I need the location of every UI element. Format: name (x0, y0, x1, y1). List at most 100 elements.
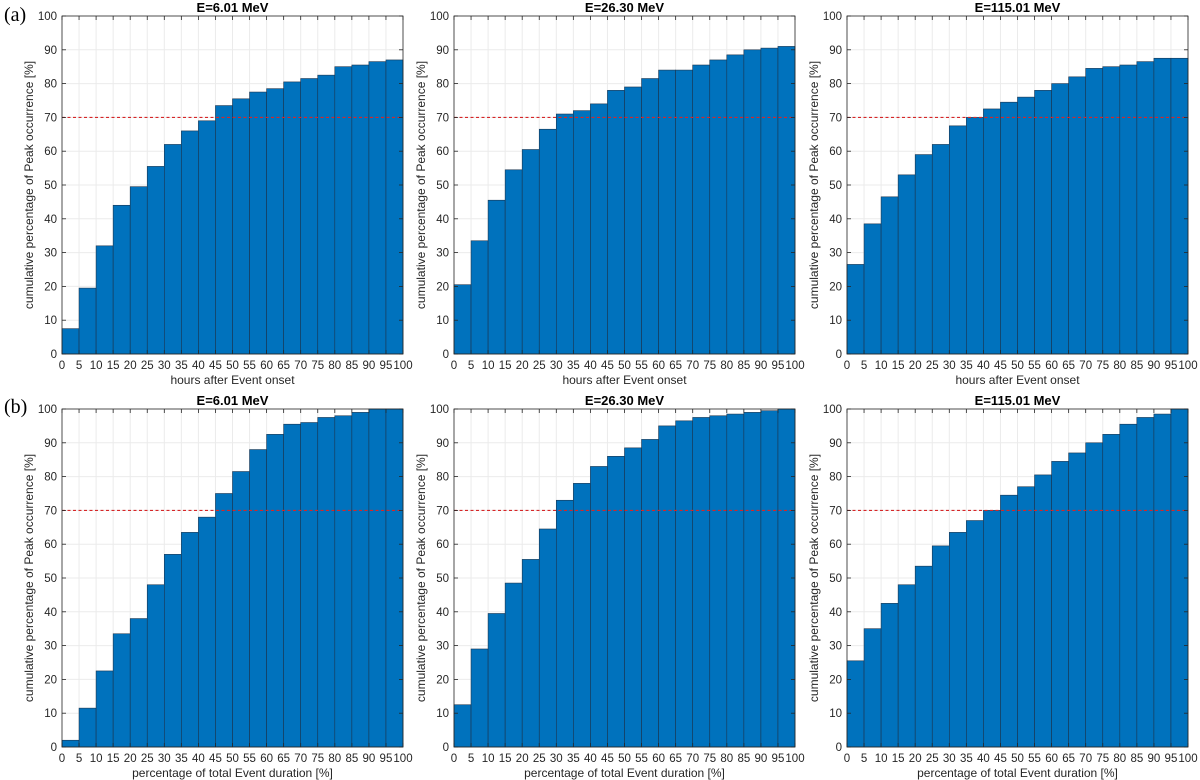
chart-title: E=115.01 MeV (975, 393, 1061, 408)
x-tick-label: 65 (1062, 753, 1075, 765)
x-tick-label: 90 (755, 360, 768, 372)
x-tick-label: 90 (1148, 360, 1161, 372)
x-tick-label: 5 (861, 360, 867, 372)
x-tick-label: 15 (107, 753, 120, 765)
x-tick-label: 100 (785, 753, 804, 765)
bar (914, 565, 933, 748)
x-tick-label: 25 (926, 360, 939, 372)
bar (198, 120, 216, 355)
x-axis-label: percentage of total Event duration [%] (524, 766, 725, 780)
bar (641, 78, 659, 355)
x-tick-label: 65 (669, 360, 682, 372)
x-tick-label: 85 (1130, 360, 1143, 372)
x-tick-label: 25 (141, 360, 154, 372)
x-axis-label: percentage of total Event duration [%] (917, 766, 1118, 780)
x-tick-label: 25 (141, 753, 154, 765)
bar (317, 417, 336, 748)
x-tick-label: 0 (451, 360, 457, 372)
chart-title: E=115.01 MeV (975, 0, 1061, 15)
y-tick-label: 20 (436, 281, 449, 293)
x-tick-label: 55 (635, 753, 648, 765)
x-tick-label: 70 (1079, 753, 1092, 765)
bar (1136, 61, 1155, 355)
bar (880, 196, 899, 355)
x-tick-label: 35 (960, 360, 973, 372)
x-tick-label: 60 (1045, 360, 1058, 372)
x-tick-label: 40 (584, 753, 597, 765)
bar (1119, 423, 1138, 748)
x-tick-label: 35 (175, 360, 188, 372)
x-tick-label: 20 (516, 360, 529, 372)
bar (1000, 494, 1018, 748)
x-tick-label: 5 (861, 753, 867, 765)
bar (249, 91, 267, 355)
bar (1085, 68, 1104, 355)
bar (129, 618, 148, 748)
bar (334, 66, 353, 355)
x-tick-label: 0 (59, 753, 65, 765)
bar (351, 64, 370, 355)
x-axis-label: hours after Event onset (955, 373, 1080, 387)
y-tick-label: 80 (44, 472, 57, 484)
bar (1034, 90, 1052, 355)
chart-6: 0 5 10 15 20 25 30 35 40 45 50 55 60 65 70 75 80 85 90 95 10… (807, 393, 1198, 780)
bar (948, 532, 967, 748)
x-tick-label: 40 (977, 360, 990, 372)
x-tick-label: 15 (499, 360, 512, 372)
bar (112, 633, 131, 748)
x-tick-label: 65 (669, 753, 682, 765)
bar (590, 466, 608, 748)
y-tick-label: 10 (829, 708, 842, 720)
x-tick-label: 30 (550, 753, 563, 765)
bar (897, 174, 916, 355)
bar (555, 499, 574, 748)
bar (249, 449, 267, 748)
x-tick-label: 15 (892, 753, 905, 765)
y-tick-label: 70 (829, 505, 842, 517)
chart-5: 0 5 10 15 20 25 30 35 40 45 50 55 60 65 70 75 80 85 90 95 10… (414, 393, 805, 780)
y-axis-label: cumulative percentage of Peak occurrence… (414, 61, 428, 309)
y-tick-label: 60 (44, 146, 57, 158)
bar (1170, 57, 1189, 355)
y-tick-label: 20 (44, 281, 57, 293)
bar (760, 410, 779, 748)
x-tick-label: 70 (1079, 360, 1092, 372)
bar (453, 284, 472, 355)
bar (300, 422, 319, 748)
x-tick-label: 55 (635, 360, 648, 372)
y-axis-label: cumulative percentage of Peak occurrence… (414, 454, 428, 702)
x-tick-label: 75 (311, 360, 324, 372)
x-tick-label: 20 (516, 753, 529, 765)
x-tick-label: 95 (380, 360, 393, 372)
bar (863, 223, 882, 355)
bar (95, 245, 114, 355)
bar (846, 660, 865, 748)
bar (164, 554, 182, 748)
bar (368, 408, 387, 748)
x-tick-label: 70 (686, 360, 699, 372)
bar (777, 46, 796, 355)
bar (1017, 486, 1035, 748)
y-tick-label: 10 (829, 315, 842, 327)
y-tick-label: 60 (829, 539, 842, 551)
y-tick-label: 0 (836, 742, 842, 754)
x-tick-label: 75 (311, 753, 324, 765)
x-tick-label: 90 (755, 753, 768, 765)
bar (880, 603, 899, 748)
y-tick-label: 70 (44, 112, 57, 124)
bar (487, 613, 506, 748)
x-tick-label: 45 (209, 360, 222, 372)
x-tick-label: 60 (260, 360, 273, 372)
y-axis-label: cumulative percentage of Peak occurrence… (22, 454, 36, 702)
bar (658, 425, 676, 748)
y-axis-label: cumulative percentage of Peak occurrence… (22, 61, 36, 309)
y-tick-label: 50 (829, 180, 842, 192)
bar (624, 447, 642, 748)
x-tick-label: 15 (107, 360, 120, 372)
x-tick-label: 40 (192, 360, 205, 372)
x-tick-label: 60 (1045, 753, 1058, 765)
y-tick-label: 70 (436, 112, 449, 124)
x-tick-label: 50 (618, 360, 631, 372)
